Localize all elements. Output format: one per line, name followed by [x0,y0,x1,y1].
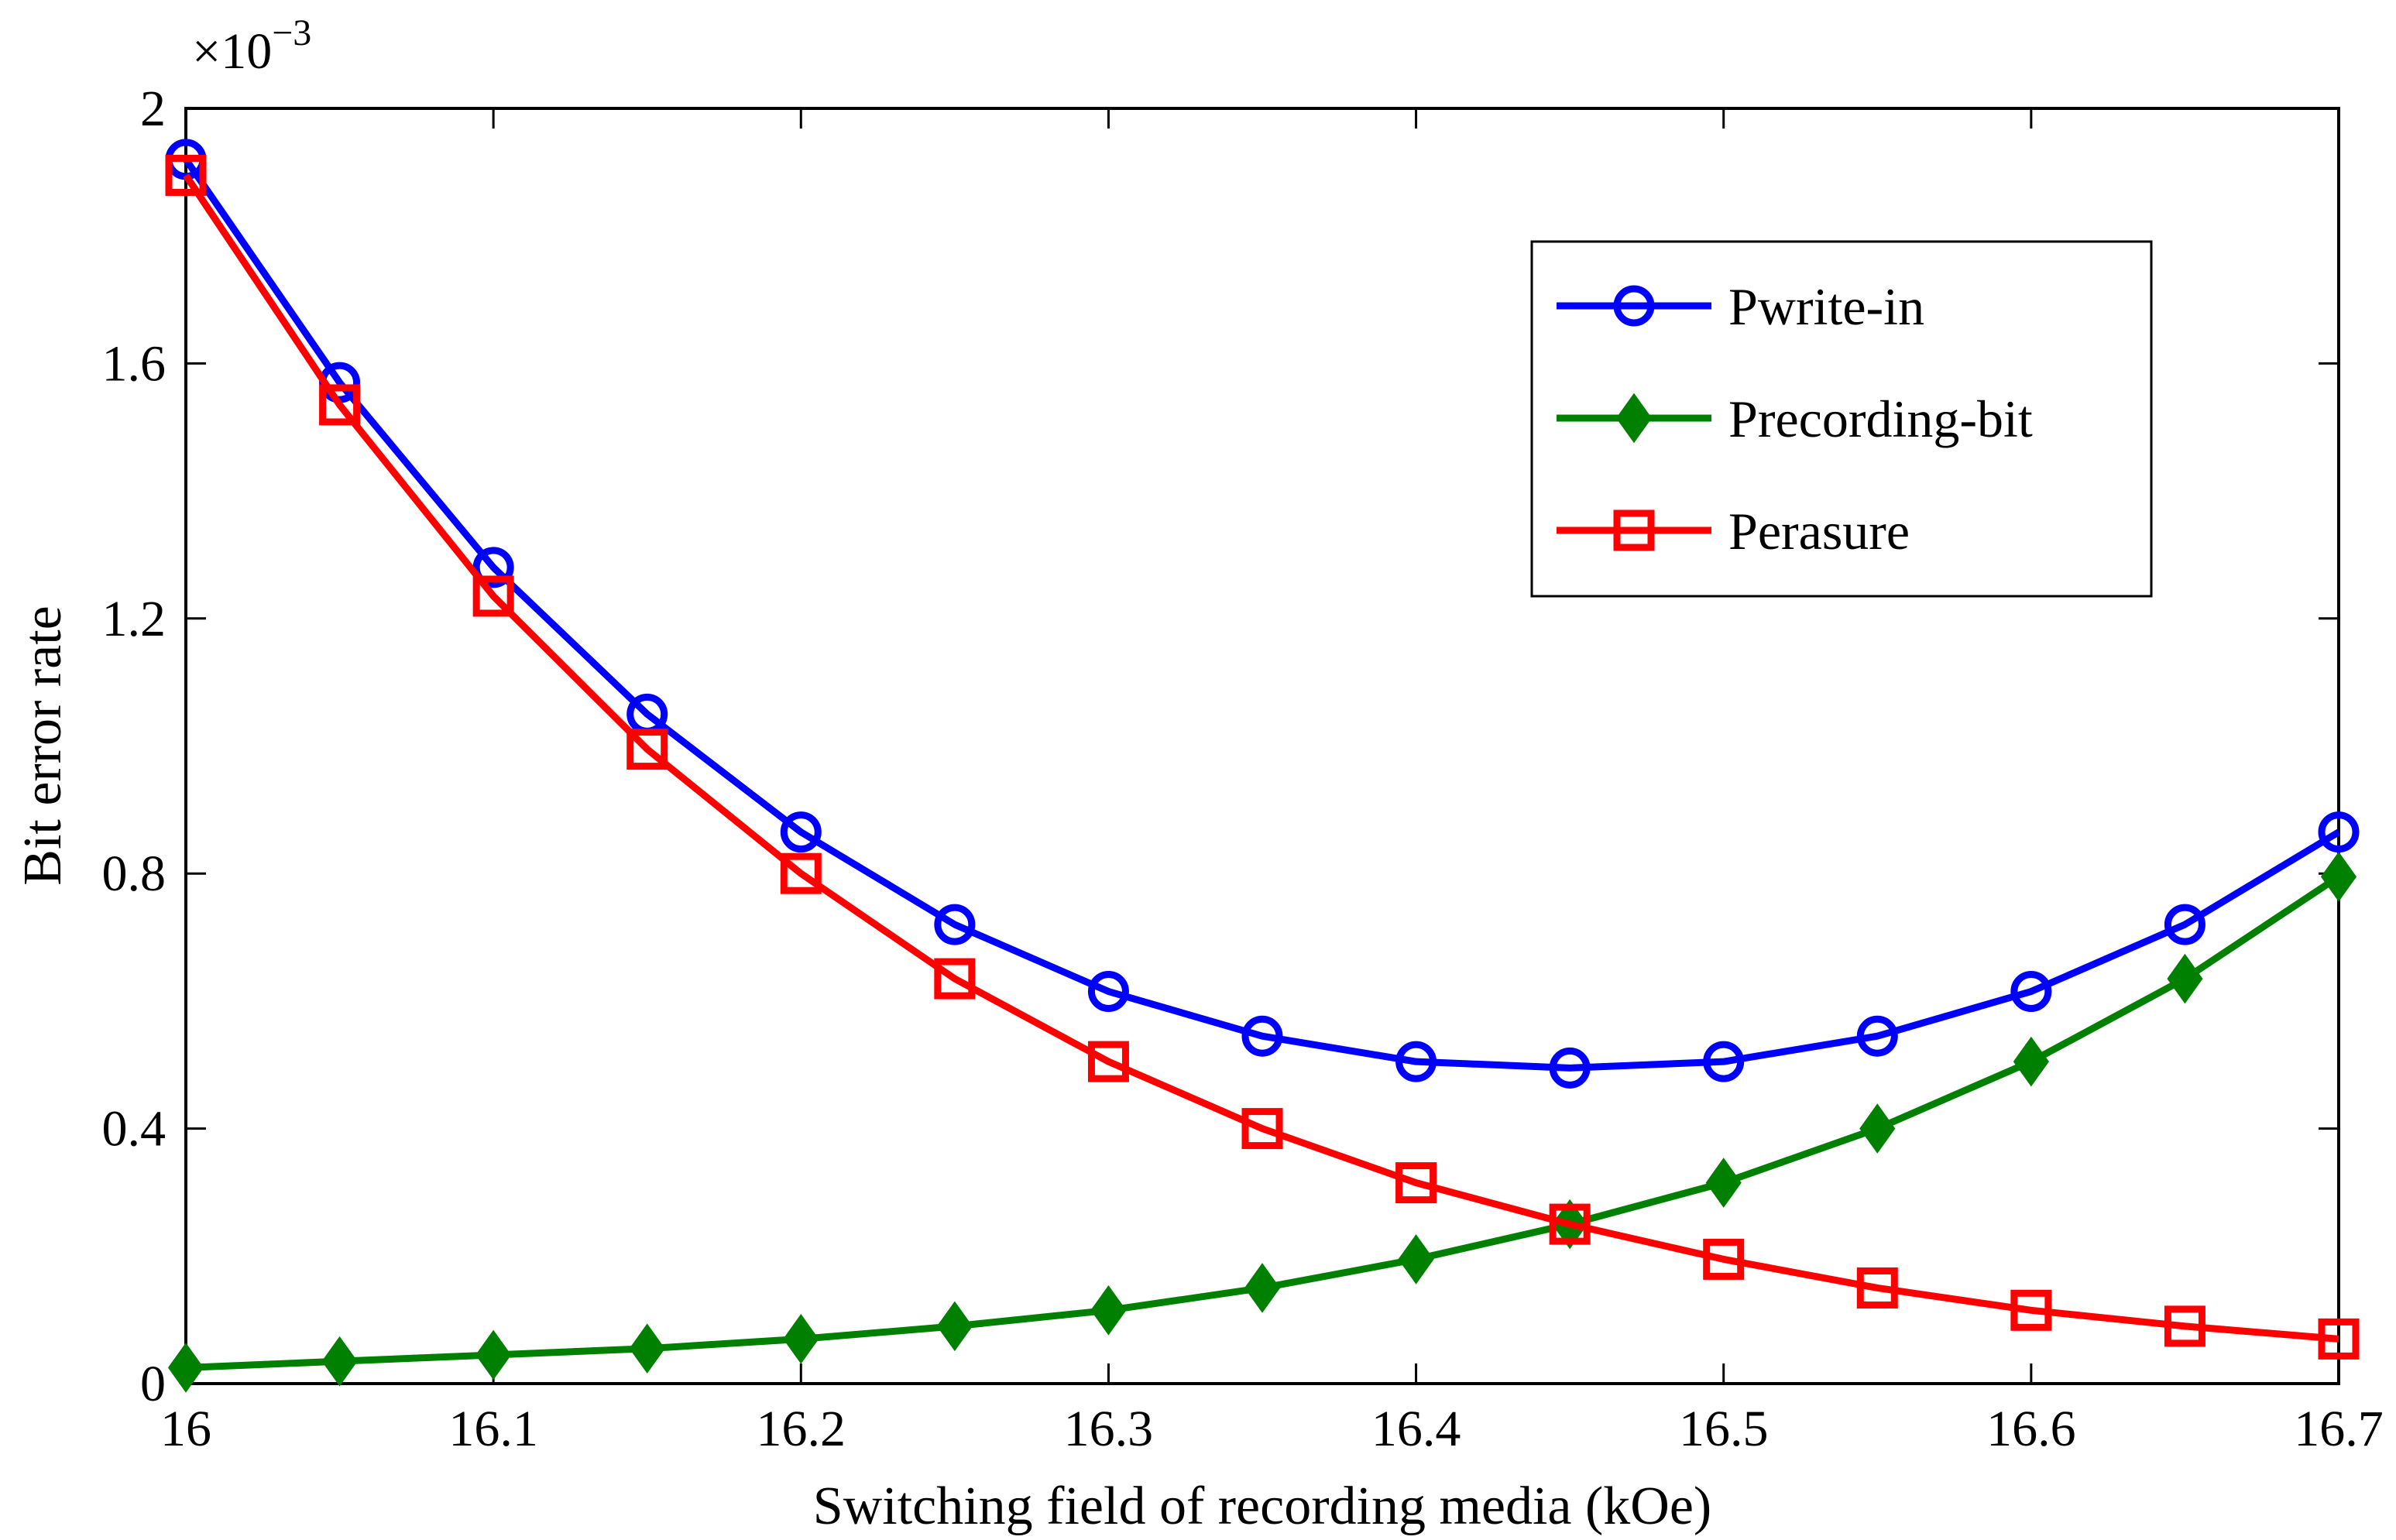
data-point-perasure [2010,1289,2052,1331]
x-tick-label: 16.3 [1064,1401,1154,1457]
y-tick-label: 0.4 [102,1101,166,1158]
data-point-pwrite-in [2318,811,2360,853]
data-point-perasure [1703,1238,1745,1280]
y-tick-label: 1.6 [102,335,166,392]
data-point-precording-bit [2013,1036,2049,1087]
data-point-perasure [319,384,361,426]
y-tick-label: 0.8 [102,845,166,902]
legend-label: Pwrite-in [1728,277,1924,336]
data-point-pwrite-in [2010,971,2052,1013]
data-point-precording-bit [783,1314,819,1364]
series-precording-bit [167,852,2357,1393]
y-tick-label: 2 [140,81,166,137]
data-point-precording-bit [1244,1263,1281,1313]
data-point-precording-bit [321,1336,358,1387]
data-point-pwrite-in [1241,1015,1283,1057]
data-point-perasure [1395,1162,1437,1204]
legend-marker-circle [1613,285,1655,327]
data-point-perasure [1856,1267,1898,1308]
data-point-precording-bit [1090,1284,1127,1336]
data-point-pwrite-in [1856,1015,1898,1057]
x-tick-label: 16.4 [1371,1401,1461,1457]
data-point-precording-bit [936,1301,973,1352]
legend-label: Perasure [1728,502,1910,561]
data-point-perasure [165,154,207,196]
data-point-pwrite-in [1703,1041,1745,1082]
data-point-perasure [1549,1203,1591,1245]
data-point-precording-bit [629,1323,665,1374]
data-point-pwrite-in [472,547,514,588]
data-point-pwrite-in [1549,1047,1591,1089]
x-axis-tick-labels: 16 16.1 16.2 16.3 16.4 16.5 16.6 16.7 [160,1401,2384,1457]
x-tick-label: 16.5 [1679,1401,1769,1457]
x-tick-label: 16 [160,1401,211,1457]
series-line-perasure [183,173,2339,1343]
y-axis-label: Bit error rate [13,605,73,885]
data-point-perasure [780,852,822,894]
legend-item-precording-bit: Precording-bit [1557,389,2033,448]
y-axis-tick-labels: 0 0.4 0.8 1.2 1.6 2 [102,81,166,1412]
data-point-perasure [934,958,976,1000]
data-point-perasure [1241,1108,1283,1150]
plot-area [184,107,2340,1385]
data-point-pwrite-in [2164,904,2205,945]
y-tick-label: 0 [140,1356,166,1412]
data-series [165,139,2360,1393]
data-point-perasure [472,575,514,617]
legend-label: Precording-bit [1728,389,2033,448]
data-point-precording-bit [1859,1103,1896,1154]
data-point-precording-bit [2167,953,2203,1004]
x-tick-label: 16.2 [757,1401,846,1457]
data-point-precording-bit [2320,852,2357,902]
series-line-pwrite-in [183,157,2341,1072]
legend-marker-square [1613,509,1655,551]
data-point-precording-bit [1705,1158,1742,1208]
data-point-precording-bit [1398,1234,1434,1284]
x-tick-label: 16.6 [1986,1401,2076,1457]
legend-item-perasure: Perasure [1557,502,1910,561]
y-tick-label: 1.2 [102,591,166,647]
data-point-pwrite-in [780,811,822,853]
data-point-pwrite-in [934,904,976,945]
data-point-perasure [2164,1305,2205,1347]
data-point-pwrite-in [1395,1041,1437,1082]
y-axis-multiplier: ×10−3 [192,12,311,80]
legend-item-pwrite-in: Pwrite-in [1557,277,1924,336]
data-point-perasure [1087,1041,1129,1082]
x-tick-label: 16.7 [2294,1401,2384,1457]
series-perasure [165,154,2360,1360]
x-tick-label: 16.1 [448,1401,538,1457]
data-point-precording-bit [475,1329,512,1381]
data-point-perasure [2318,1318,2360,1360]
data-point-precording-bit [167,1343,204,1393]
legend: Pwrite-in Precording-bit Perasure [1530,240,2153,598]
data-point-perasure [626,729,668,770]
x-axis-label: Switching field of recording media (kOe) [813,1477,1711,1536]
legend-marker-diamond [1615,393,1653,444]
data-point-pwrite-in [1087,971,1129,1013]
